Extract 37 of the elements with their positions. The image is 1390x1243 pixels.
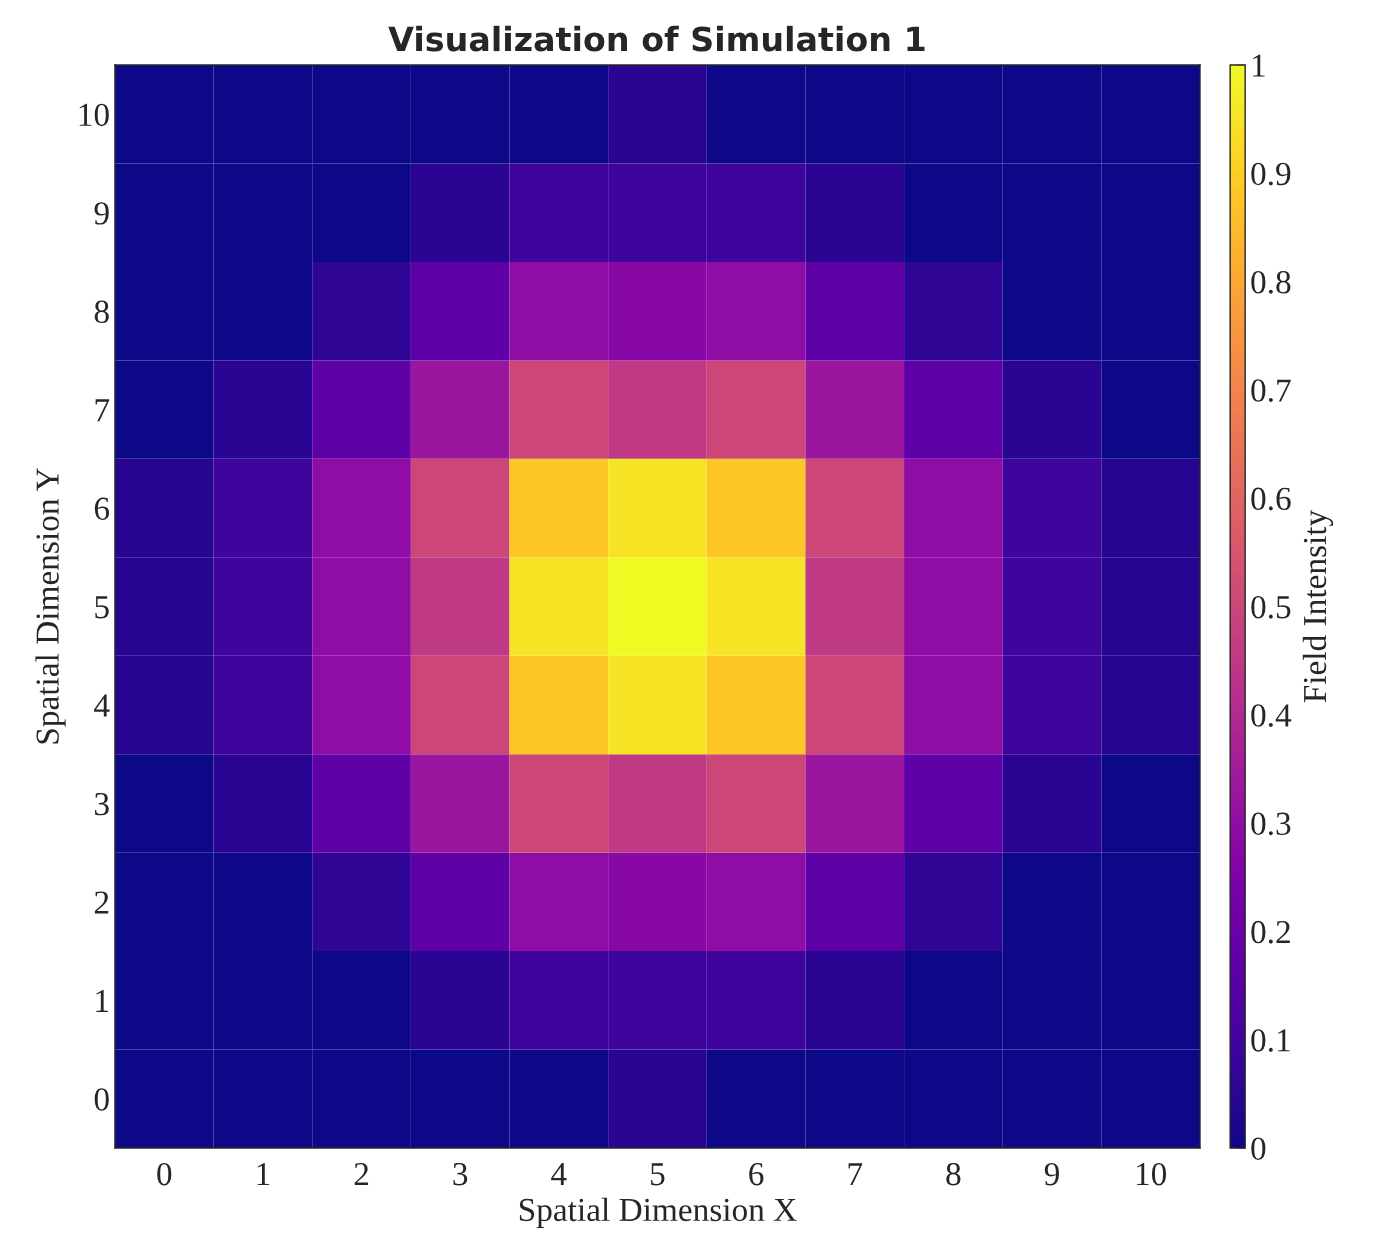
y-tick-label: 8	[94, 300, 109, 324]
x-tick-label: 7	[848, 1163, 863, 1186]
color-bar-label: 0.4	[1251, 704, 1292, 727]
color-bar-title: Field Intensity	[1302, 509, 1334, 703]
x-tick-label: 5	[651, 1163, 665, 1186]
chart-title: Visualization of Simulation 1	[388, 25, 925, 52]
x-tick-label: 6	[749, 1162, 764, 1186]
y-tick-label: 3	[95, 792, 109, 816]
x-tick-label: 4	[551, 1163, 567, 1186]
color-bar-label: 0.3	[1251, 812, 1291, 836]
x-tick-label: 1	[257, 1163, 270, 1186]
color-bar-label: 0.5	[1251, 595, 1291, 619]
x-tick-label: 8	[946, 1162, 961, 1186]
color-bar-label: 0.8	[1251, 271, 1291, 294]
x-tick-label: 10	[1136, 1162, 1167, 1186]
color-bar-label: 0.6	[1251, 487, 1291, 511]
y-tick-label: 6	[94, 497, 110, 520]
y-tick-label: 2	[94, 891, 109, 914]
y-tick-label: 0	[94, 1088, 109, 1111]
x-tick-label: 3	[453, 1162, 468, 1186]
y-axis-title: Spatial Dimension Y	[35, 468, 66, 744]
color-bar-label: 1	[1252, 54, 1265, 77]
color-bar-label: 0.7	[1251, 379, 1291, 402]
color-bar-label: 0.1	[1251, 1029, 1290, 1052]
x-tick-label: 2	[354, 1162, 369, 1186]
x-tick-label: 0	[157, 1162, 172, 1186]
x-axis-title: Spatial Dimension X	[519, 1197, 797, 1228]
y-tick-label: 4	[94, 694, 110, 717]
y-tick-label: 1	[96, 989, 109, 1012]
y-tick-label: 7	[95, 399, 110, 422]
y-tick-label: 5	[95, 596, 109, 619]
color-bar-label: 0.2	[1251, 920, 1290, 944]
y-tick-label: 9	[94, 202, 109, 225]
x-tick-label: 9	[1044, 1162, 1059, 1186]
y-tick-label: 10	[79, 103, 109, 127]
color-bar-label: 0.9	[1251, 162, 1291, 186]
color-bar-label: 0	[1251, 1137, 1266, 1160]
